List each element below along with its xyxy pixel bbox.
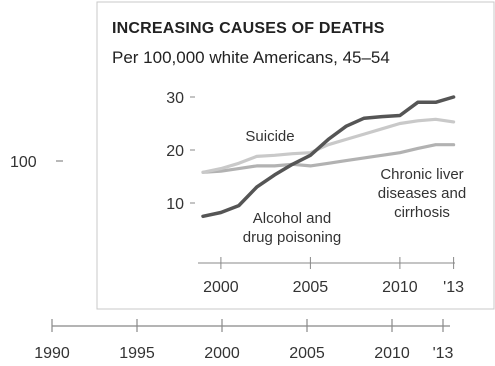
inset-y-axis: 10 20 30 <box>166 90 195 213</box>
background-x-tick-label: 1995 <box>119 345 155 362</box>
series-label-suicide: Suicide <box>245 128 294 145</box>
series-label-line: Chronic liver <box>380 166 463 183</box>
series-lines <box>201 95 456 219</box>
series-label-line: diseases and <box>378 185 466 202</box>
series-line-suicide <box>201 117 456 174</box>
inset-border <box>96 1 495 310</box>
inset-y-tick-label: 30 <box>166 90 184 107</box>
background-x-tick-label: 2005 <box>289 345 325 362</box>
inset-subtitle: Per 100,000 white Americans, 45–54 <box>112 48 390 67</box>
series-labels: Alcohol and drug poisoning Suicide Chronic … <box>243 128 466 246</box>
inset-x-tick-label: 2000 <box>203 279 239 296</box>
inset-title: INCREASING CAUSES OF DEATHS <box>112 20 385 37</box>
background-x-tick-label: 1990 <box>34 345 70 362</box>
series-label-line: Alcohol and <box>253 210 331 227</box>
inset-y-tick-label: 10 <box>166 196 184 213</box>
background-x-tick-label: 2000 <box>204 345 240 362</box>
series-label-line: Suicide <box>245 128 294 145</box>
background-y-tick-label: 100 <box>10 154 37 171</box>
inset-x-ticks: 2000 2005 2010 '13 <box>203 257 464 296</box>
inset-x-tick-label: 2005 <box>293 279 329 296</box>
series-label-line: drug poisoning <box>243 229 341 246</box>
background-chart: 100 1990 1995 2000 2005 2010 '13 <box>10 154 454 362</box>
inset-chart: INCREASING CAUSES OF DEATHS Per 100,000 … <box>96 1 495 310</box>
inset-x-tick-label: 2010 <box>382 279 418 296</box>
series-label-line: cirrhosis <box>394 204 450 221</box>
background-x-tick-label: '13 <box>433 345 454 362</box>
background-x-tick-label: 2010 <box>374 345 410 362</box>
series-label-alcohol-and-drugs: Alcohol and drug poisoning <box>243 210 341 246</box>
background-x-ticks: 1990 1995 2000 2005 2010 '13 <box>34 319 454 362</box>
series-line-alcohol-and-drugs <box>201 95 456 219</box>
inset-y-tick-label: 20 <box>166 143 184 160</box>
inset-x-tick-label: '13 <box>443 279 464 296</box>
series-line-chronic-liver <box>201 143 456 174</box>
series-label-chronic-liver: Chronic liver diseases and cirrhosis <box>378 166 466 221</box>
